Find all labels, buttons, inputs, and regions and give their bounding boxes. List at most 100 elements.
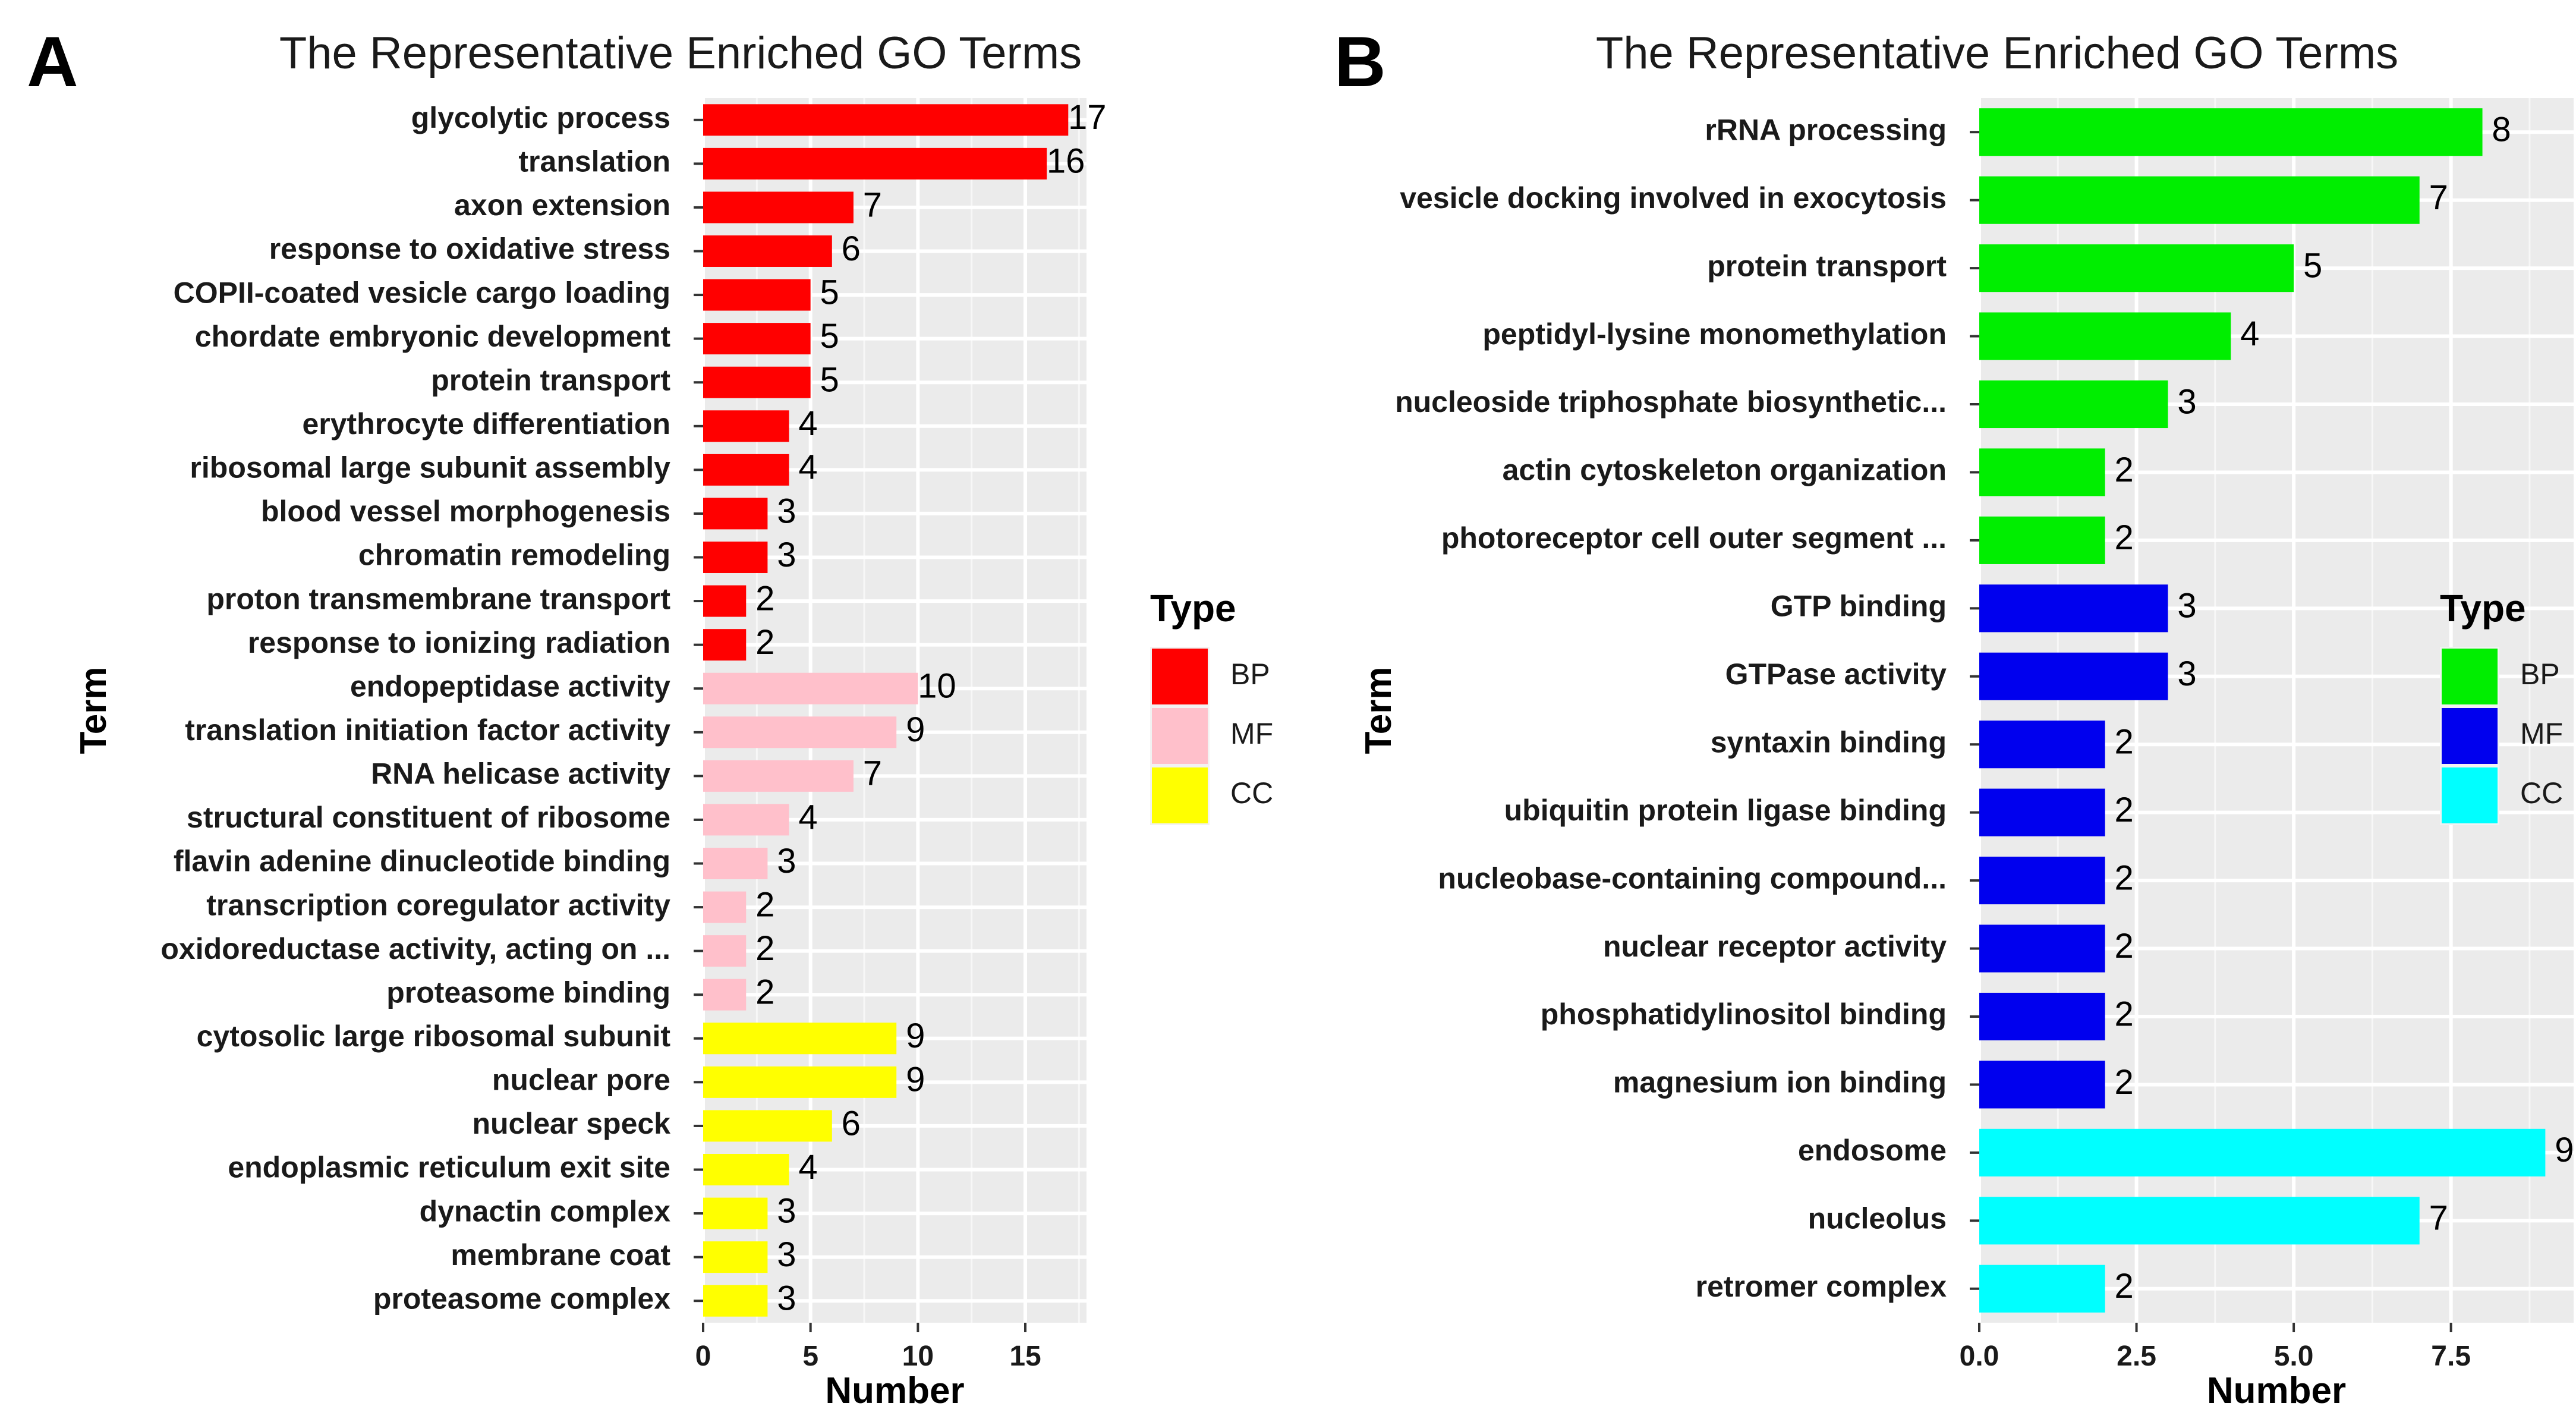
term-label: retromer complex [1696, 1270, 1947, 1303]
x-tick-label: 7.5 [2431, 1341, 2471, 1372]
x-axis-title: Number [825, 1370, 964, 1411]
x-tick-label: 0.0 [1960, 1341, 1999, 1372]
value-label: 3 [2177, 587, 2196, 625]
legend-title: Type [2440, 587, 2526, 630]
bar-mf [1979, 584, 2168, 633]
value-label: 2 [2115, 791, 2134, 829]
bar-bp [1979, 108, 2483, 156]
legend-swatch [2442, 767, 2498, 823]
bar-cc [1979, 1197, 2420, 1245]
legend-label: BP [1230, 657, 1270, 691]
legend-label: CC [1230, 776, 1273, 810]
term-label: COPII-coated vesicle cargo loading [174, 276, 670, 309]
value-label: 9 [906, 1017, 925, 1055]
term-label: nucleolus [1808, 1202, 1947, 1235]
bar-mf [1979, 992, 2105, 1041]
bar-bp [703, 498, 768, 530]
x-tick-label: 5 [802, 1341, 818, 1372]
term-label: vesicle docking involved in exocytosis [1400, 181, 1947, 215]
bar-mf [703, 672, 918, 704]
bar-mf [703, 891, 747, 923]
value-label: 4 [798, 448, 817, 487]
value-label: 2 [2115, 518, 2134, 557]
term-label: proteasome complex [373, 1282, 670, 1315]
value-label: 3 [777, 842, 796, 880]
value-label: 2 [2115, 858, 2134, 897]
term-label: nucleobase-containing compound... [1438, 861, 1947, 895]
value-label: 6 [842, 229, 861, 268]
chart-title: The Representative Enriched GO Terms [1596, 28, 2398, 78]
term-label: chromatin remodeling [358, 539, 670, 572]
term-label: proteasome binding [386, 976, 670, 1009]
term-label: nuclear speck [472, 1107, 670, 1140]
legend-label: BP [2520, 657, 2560, 691]
term-label: proton transmembrane transport [206, 582, 670, 615]
bar-cc [703, 1241, 768, 1273]
term-label: GTP binding [1771, 590, 1947, 623]
term-label: photoreceptor cell outer segment ... [1441, 521, 1947, 555]
value-label: 5 [820, 317, 839, 356]
term-label: glycolytic process [411, 101, 670, 134]
bar-bp [1979, 448, 2105, 496]
bar-mf [703, 804, 789, 836]
bar-bp [703, 104, 1069, 136]
value-label: 3 [777, 1279, 796, 1318]
term-label: rRNA processing [1705, 113, 1947, 146]
bar-mf [1979, 924, 2105, 973]
term-label: magnesium ion binding [1613, 1066, 1947, 1099]
value-label: 4 [798, 798, 817, 836]
bar-bp [703, 279, 811, 311]
term-label: phosphatidylinositol binding [1541, 998, 1947, 1031]
bar-bp [703, 366, 811, 398]
value-label: 3 [2177, 382, 2196, 421]
term-label: erythrocyte differentiation [302, 407, 670, 441]
chart-title: The Representative Enriched GO Terms [279, 28, 1082, 78]
term-label: axon extension [454, 188, 670, 222]
panel-letter: A [27, 22, 78, 102]
value-label: 3 [777, 492, 796, 530]
bar-cc [1979, 1264, 2105, 1313]
bar-bp [703, 147, 1047, 180]
term-label: nuclear pore [492, 1064, 670, 1097]
term-label: response to ionizing radiation [248, 626, 670, 659]
bar-bp [1979, 516, 2105, 564]
bar-bp [1979, 244, 2294, 292]
bar-mf [1979, 652, 2168, 700]
term-label: peptidyl-lysine monomethylation [1482, 317, 1947, 351]
legend-title: Type [1150, 587, 1236, 630]
bar-bp [703, 235, 832, 267]
value-label: 2 [2115, 1063, 2134, 1102]
term-label: chordate embryonic development [195, 320, 671, 353]
bar-bp [1979, 380, 2168, 429]
value-label: 2 [755, 973, 774, 1012]
legend-label: MF [1230, 717, 1273, 750]
value-label: 2 [2115, 723, 2134, 762]
term-label: oxidoreductase activity, acting on ... [160, 932, 670, 965]
value-label: 7 [863, 754, 882, 793]
term-label: cytosolic large ribosomal subunit [197, 1020, 671, 1053]
bar-mf [703, 979, 747, 1011]
term-label: dynactin complex [420, 1194, 671, 1228]
legend-swatch [1152, 649, 1208, 704]
term-label: endosome [1798, 1134, 1947, 1167]
value-label: 7 [2429, 1199, 2448, 1238]
bar-cc [703, 1285, 768, 1317]
bar-mf [703, 935, 747, 967]
bar-cc [703, 1066, 897, 1098]
term-label: nuclear receptor activity [1603, 930, 1947, 963]
bar-bp [703, 191, 854, 224]
value-label: 5 [2303, 246, 2322, 285]
value-label: 7 [2429, 178, 2448, 217]
bar-bp [703, 585, 747, 617]
value-label: 5 [820, 361, 839, 399]
term-label: translation [518, 145, 670, 178]
value-label: 2 [755, 885, 774, 924]
term-label: protein transport [1707, 249, 1947, 282]
value-label: 9 [906, 1061, 925, 1099]
value-label: 9 [906, 710, 925, 749]
x-tick-label: 5.0 [2274, 1341, 2314, 1372]
value-label: 2 [2115, 1267, 2134, 1305]
value-label: 3 [2177, 655, 2196, 693]
term-label: nucleoside triphosphate biosynthetic... [1395, 385, 1947, 419]
bar-bp [703, 410, 789, 442]
